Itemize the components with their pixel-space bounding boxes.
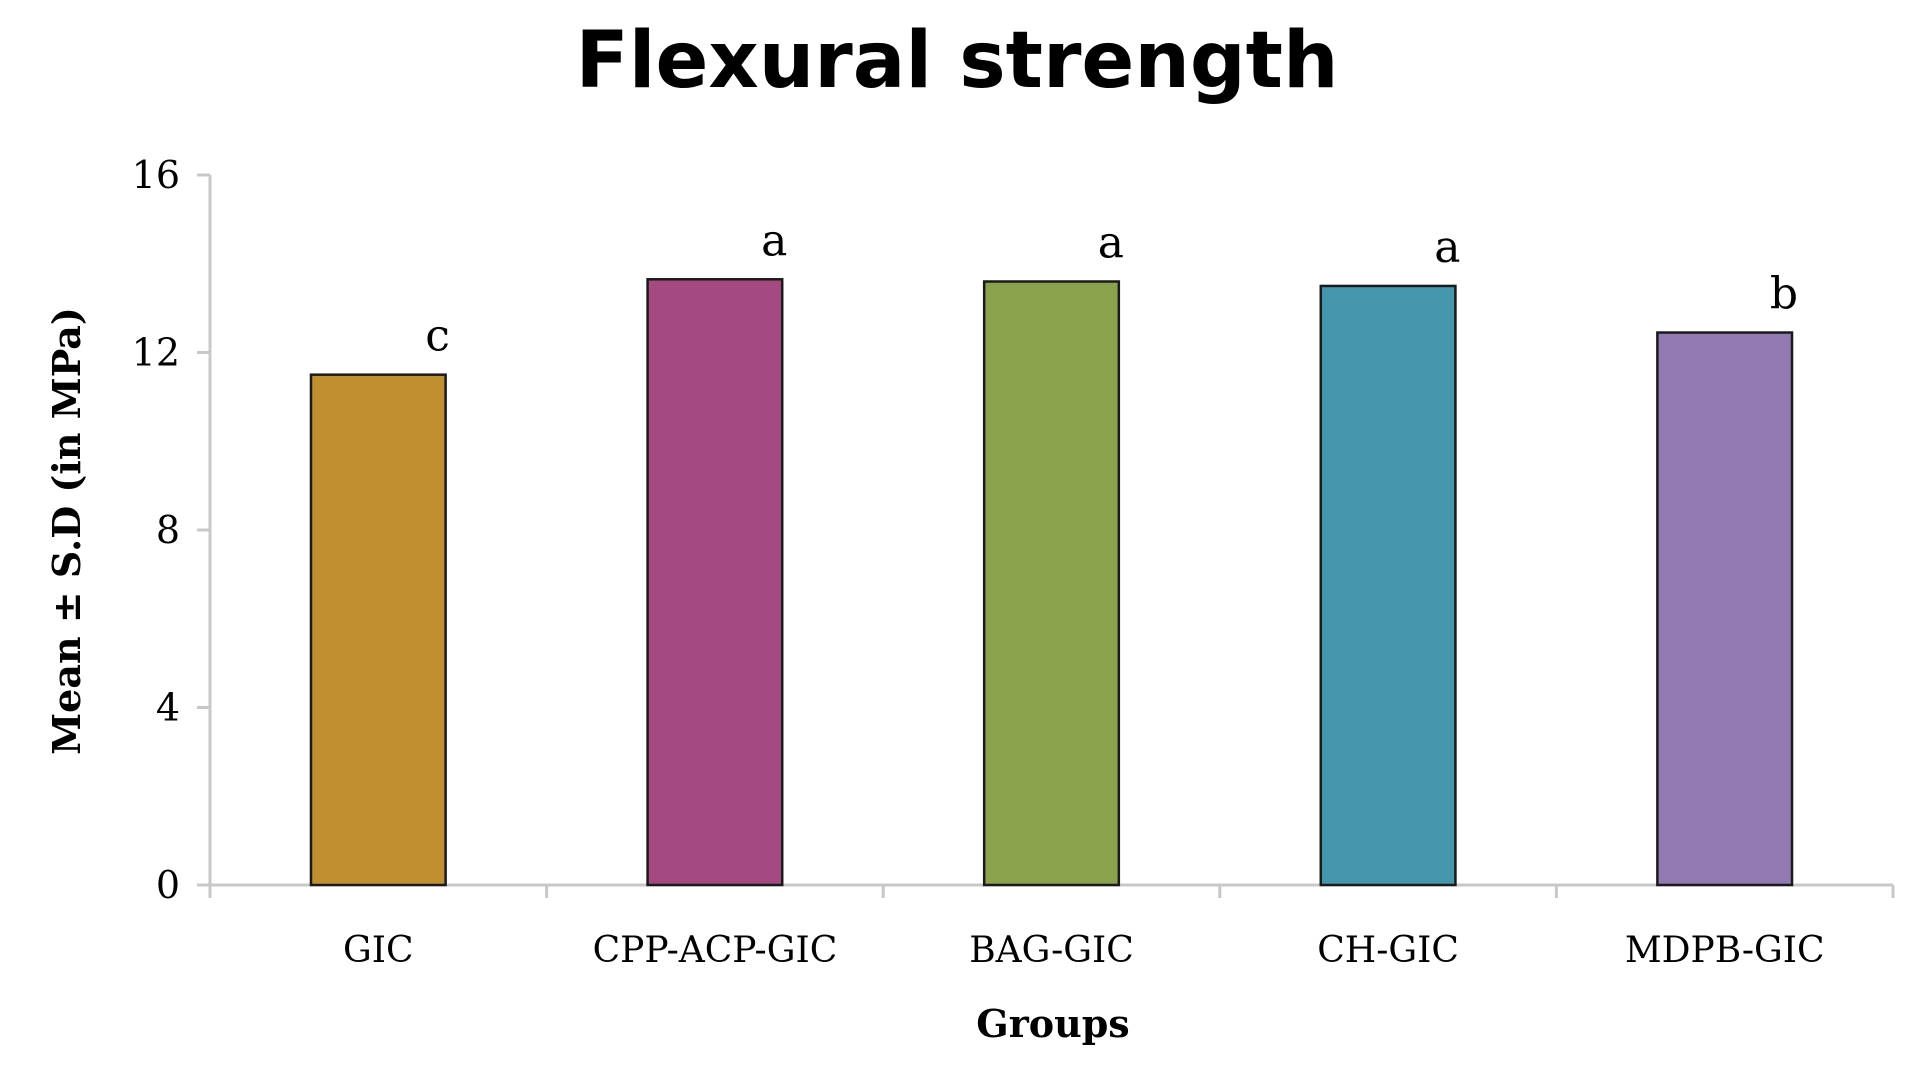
x-axis-label: Groups xyxy=(976,1001,1129,1046)
category-label: GIC xyxy=(343,930,414,971)
bar-annotation: a xyxy=(1434,222,1460,273)
category-label: CH-GIC xyxy=(1317,930,1459,971)
bar-ch-gic xyxy=(1319,284,1457,887)
chart-title: Flexural strength xyxy=(575,16,1338,106)
bar-annotations: c a a a b xyxy=(425,215,1798,361)
category-labels: GIC CPP-ACP-GIC BAG-GIC CH-GIC MDPB-GIC xyxy=(343,930,1825,971)
y-tick-label: 12 xyxy=(132,331,180,375)
category-label: CPP-ACP-GIC xyxy=(593,930,838,971)
bars xyxy=(309,278,1794,887)
y-tick-label: 16 xyxy=(132,153,180,197)
bar-cpp-acp-gic xyxy=(646,278,784,887)
x-axis xyxy=(208,883,1895,898)
bar-annotation: a xyxy=(761,215,787,266)
bar-annotation: c xyxy=(425,311,450,362)
category-label: MDPB-GIC xyxy=(1625,930,1825,971)
y-tick-label: 0 xyxy=(156,863,180,907)
y-axis-label: Mean ± S.D (in MPa) xyxy=(44,307,89,755)
bar-annotation: a xyxy=(1098,218,1124,269)
y-tick-label: 8 xyxy=(156,508,180,552)
y-tick-label: 4 xyxy=(156,686,180,730)
bar-annotation: b xyxy=(1770,269,1798,320)
y-axis: 0 4 8 12 16 xyxy=(132,153,212,907)
bar-bag-gic xyxy=(982,280,1121,887)
category-label: BAG-GIC xyxy=(969,930,1134,971)
bar-gic xyxy=(309,373,447,887)
bar-mdpb-gic xyxy=(1656,331,1794,887)
